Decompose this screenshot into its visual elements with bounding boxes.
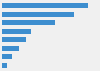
Bar (2, 63, 7, 68)
Bar (2, 3, 88, 8)
Bar (2, 29, 31, 34)
Bar (2, 54, 12, 59)
Bar (2, 12, 74, 17)
Bar (2, 46, 19, 51)
Bar (2, 20, 55, 25)
Bar (2, 37, 26, 42)
